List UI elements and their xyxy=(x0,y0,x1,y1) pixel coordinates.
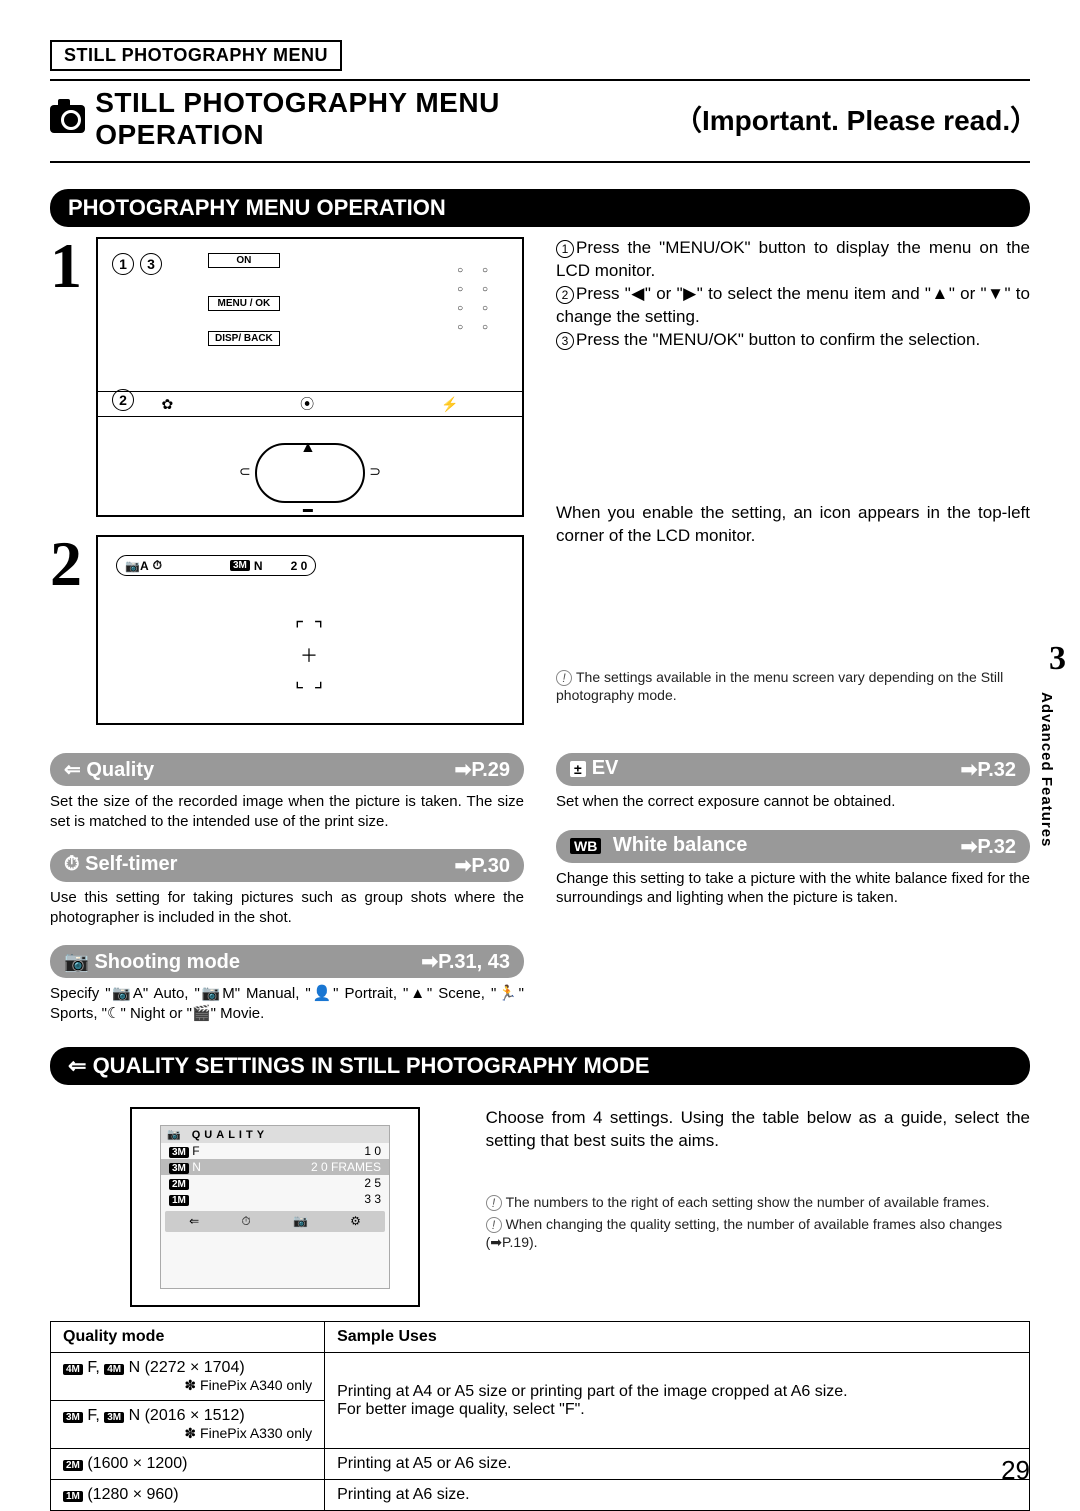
quality-page-ref: ➡P.29 xyxy=(455,757,510,782)
quality-menu-diagram: 📷 QUALITY 3M F1 03M N2 0 FRAMES2M 2 51M … xyxy=(130,1107,420,1307)
row-4m: 4M F, 4M N (2272 × 1704)✽ FinePix A340 o… xyxy=(51,1353,325,1401)
shooting-page-ref: ➡P.31, 43 xyxy=(421,949,510,974)
focus-brackets: ⌜ ⌝＋⌞ ⌟ xyxy=(98,617,522,693)
indicator-dots: ○ ○○ ○○ ○○ ○ xyxy=(457,257,496,341)
ev-page-ref: ➡P.32 xyxy=(961,757,1016,782)
row-2m-uses: Printing at A5 or A6 size. xyxy=(325,1449,1030,1480)
info-icon: ! xyxy=(486,1195,502,1211)
callout-3: 3 xyxy=(140,253,162,275)
quality-desc: Set the size of the recorded image when … xyxy=(50,792,524,831)
quality-note-a: !The numbers to the right of each settin… xyxy=(486,1193,1030,1211)
row-4m-3m-uses: Printing at A4 or A5 size or printing pa… xyxy=(325,1353,1030,1449)
row-1m-uses: Printing at A6 size. xyxy=(325,1480,1030,1511)
page-title-row: STILL PHOTOGRAPHY MENU OPERATION （Import… xyxy=(50,79,1030,163)
footnote-1: !The settings available in the menu scre… xyxy=(556,668,1030,704)
quality-section-icon: ⇐ xyxy=(68,1053,86,1078)
ev-icon: ± xyxy=(570,761,586,777)
quality-menu-title: 📷 QUALITY xyxy=(161,1126,389,1143)
wb-icon: WB xyxy=(570,838,601,854)
row-3m: 3M F, 3M N (2016 × 1512)✽ FinePix A330 o… xyxy=(51,1401,325,1449)
camera-small-icon: ⦿ xyxy=(300,394,314,414)
wb-desc: Change this setting to take a picture wi… xyxy=(556,869,1030,908)
camera-back-diagram: 1 3 ON MENU / OK DISP/ BACK ○ ○○ ○○ ○○ ○… xyxy=(96,237,524,517)
instruction-1: 1Press the "MENU/OK" button to display t… xyxy=(556,237,1030,283)
quality-table: Quality mode Sample Uses 4M F, 4M N (227… xyxy=(50,1321,1030,1511)
section-heading-quality-settings: ⇐ QUALITY SETTINGS IN STILL PHOTOGRAPHY … xyxy=(50,1047,1030,1085)
selftimer-desc: Use this setting for taking pictures suc… xyxy=(50,888,524,927)
macro-icon: ✿ xyxy=(161,396,173,413)
instruction-2: 2Press "◀" or "▶" to select the menu ite… xyxy=(556,283,1030,329)
quality-row: 2M 2 5 xyxy=(161,1175,389,1191)
button-column: ON MENU / OK DISP/ BACK xyxy=(208,249,280,350)
quality-note-b: !When changing the quality setting, the … xyxy=(486,1215,1030,1251)
info-icon: ! xyxy=(486,1217,502,1233)
menu-ok-button-label: MENU / OK xyxy=(208,296,280,311)
row-2m: 2M (1600 × 1200) xyxy=(51,1449,325,1480)
instruction-3: 3Press the "MENU/OK" button to confirm t… xyxy=(556,329,1030,352)
info-icon: ! xyxy=(556,670,572,686)
step-number-2: 2 xyxy=(50,535,82,593)
quality-intro: Choose from 4 settings. Using the table … xyxy=(486,1107,1030,1153)
quality-row: 3M F1 0 xyxy=(161,1143,389,1159)
quality-badge: 3M xyxy=(230,560,250,571)
pill-shooting: 📷 Shooting mode ➡P.31, 43 xyxy=(50,945,524,978)
quality-row: 1M 3 3 xyxy=(161,1191,389,1207)
mode-icons-row: ✿ ⦿ ⚡ xyxy=(98,391,522,417)
right-column: 1Press the "MENU/OK" button to display t… xyxy=(556,237,1030,725)
page-title-note: （Important. Please read.） xyxy=(674,99,1030,139)
pill-ev: ±EV ➡P.32 xyxy=(556,753,1030,786)
camera-icon xyxy=(50,105,85,133)
lcd-diagram: 📷A⏱ 3M N 2 0 ⌜ ⌝＋⌞ ⌟ xyxy=(96,535,524,725)
pill-wb: WB White balance ➡P.32 xyxy=(556,830,1030,863)
quality-letter: N xyxy=(254,559,263,573)
left-column: 1 1 3 ON MENU / OK DISP/ BACK ○ ○○ ○○ ○○… xyxy=(50,237,524,725)
breadcrumb: STILL PHOTOGRAPHY MENU xyxy=(50,40,342,71)
chapter-label: Advanced Features xyxy=(1038,692,1055,847)
shooting-desc: Specify "📷A" Auto, "📷M" Manual, "👤" Port… xyxy=(50,984,524,1023)
wb-page-ref: ➡P.32 xyxy=(961,834,1016,859)
pill-selftimer: ⏱ Self-timer ➡P.30 xyxy=(50,849,524,882)
frames-remaining: 2 0 xyxy=(291,559,308,573)
camera-mode-icon: 📷 xyxy=(64,951,89,973)
enable-note: When you enable the setting, an icon app… xyxy=(556,502,1030,548)
timer-icon: ⏱ xyxy=(64,853,80,875)
dpad-diagram: ▲▬ ⊂ ⊃ xyxy=(98,443,522,503)
on-button-label: ON xyxy=(208,253,280,268)
quality-menu-icons: ⇐⏱📷⚙ xyxy=(165,1211,385,1232)
pill-quality: ⇐ Quality ➡P.29 xyxy=(50,753,524,786)
row-1m: 1M (1280 × 960) xyxy=(51,1480,325,1511)
section-heading-menu-operation: PHOTOGRAPHY MENU OPERATION xyxy=(50,189,1030,227)
col-sample-uses: Sample Uses xyxy=(325,1322,1030,1353)
page-title: STILL PHOTOGRAPHY MENU OPERATION xyxy=(95,87,664,151)
lcd-status-pill: 📷A⏱ 3M N 2 0 xyxy=(116,555,316,576)
col-quality-mode: Quality mode xyxy=(51,1322,325,1353)
quality-icon: ⇐ xyxy=(64,759,81,781)
mode-a-icon: 📷A xyxy=(125,559,149,573)
step-number-1: 1 xyxy=(50,237,82,295)
chapter-number: 3 xyxy=(1049,640,1066,678)
flash-icon: ⚡ xyxy=(441,396,458,413)
callout-1: 1 xyxy=(112,253,134,275)
disp-back-button-label: DISP/ BACK xyxy=(208,331,280,346)
page-number: 29 xyxy=(1001,1455,1030,1486)
quality-row: 3M N2 0 FRAMES xyxy=(161,1159,389,1175)
selftimer-page-ref: ➡P.30 xyxy=(455,853,510,878)
ev-desc: Set when the correct exposure cannot be … xyxy=(556,792,1030,812)
